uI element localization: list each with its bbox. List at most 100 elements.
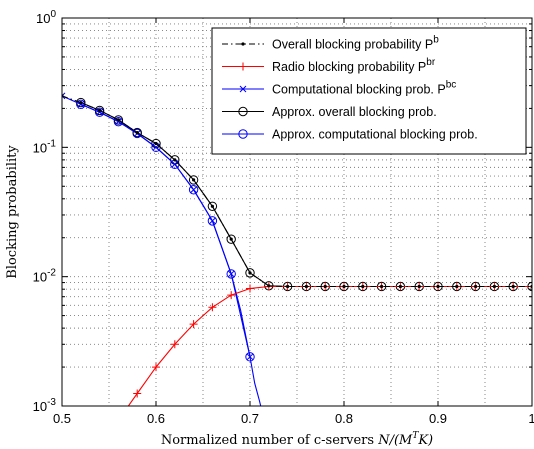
y-axis-label: Blocking probability bbox=[5, 145, 20, 279]
x-axis-label-sup: T bbox=[412, 431, 419, 441]
series-marker bbox=[208, 303, 217, 312]
y-tick-label: 10-3 bbox=[33, 397, 57, 414]
x-tick-label: 0.8 bbox=[335, 411, 353, 426]
plot-frame bbox=[61, 17, 533, 407]
legend-entry: Radio blocking probability Pbr bbox=[222, 57, 436, 74]
series-marker bbox=[152, 363, 160, 372]
x-tick-label: 0.6 bbox=[147, 411, 165, 426]
legend-label: Computational blocking prob. Pbc bbox=[272, 80, 456, 97]
legend-entry: Approx. overall blocking prob. bbox=[222, 105, 437, 119]
legend-marker bbox=[239, 62, 247, 71]
series-marker bbox=[62, 92, 66, 100]
series-marker bbox=[245, 268, 255, 278]
series-marker bbox=[304, 284, 308, 289]
series-marker bbox=[209, 217, 216, 225]
y-tick-exponent: 0 bbox=[50, 9, 56, 20]
x-tick-label: 0.5 bbox=[53, 411, 71, 426]
y-tick-base: 10 bbox=[33, 399, 47, 414]
series-marker bbox=[286, 284, 290, 289]
series-marker bbox=[267, 284, 271, 288]
series-marker bbox=[188, 175, 199, 185]
series-marker bbox=[96, 108, 103, 116]
series-marker bbox=[246, 353, 254, 361]
legend-label-text: Computational blocking prob. P bbox=[272, 83, 446, 97]
legend-label-sup: bc bbox=[446, 80, 457, 91]
series-marker bbox=[132, 127, 142, 138]
legend-label-text: Approx. overall blocking prob. bbox=[272, 105, 437, 119]
series-marker bbox=[171, 160, 179, 168]
x-axis-label-text: Normalized number of c-servers bbox=[161, 433, 378, 448]
y-tick-label: 100 bbox=[36, 9, 56, 26]
legend-label-sup: b bbox=[433, 35, 439, 46]
series-marker bbox=[245, 352, 255, 362]
legend-label-text: Approx. computational blocking prob. bbox=[272, 128, 478, 142]
legend-label-text: Radio blocking probability P bbox=[272, 60, 426, 74]
series-marker bbox=[436, 284, 440, 289]
y-tick-exponent: -2 bbox=[47, 268, 56, 279]
legend: Overall blocking probability Pb Radio blo… bbox=[211, 27, 527, 155]
series-layer bbox=[62, 92, 532, 406]
legend-entry: Computational blocking prob. Pbc bbox=[222, 80, 456, 97]
series-marker bbox=[170, 340, 179, 349]
series-marker bbox=[192, 178, 196, 182]
series-marker bbox=[323, 284, 327, 289]
series-marker bbox=[246, 284, 254, 293]
y-tick-base: 10 bbox=[36, 11, 50, 26]
legend-label: Approx. computational blocking prob. bbox=[272, 128, 478, 142]
series-marker bbox=[227, 291, 236, 300]
y-tick-exponent: -3 bbox=[47, 397, 56, 408]
x-axis-label-math: N/(M bbox=[377, 433, 413, 448]
x-tick-label: 1 bbox=[528, 411, 534, 426]
series-marker bbox=[188, 185, 199, 195]
series-marker bbox=[98, 108, 102, 113]
series-marker bbox=[79, 100, 83, 105]
series-marker bbox=[227, 270, 235, 278]
legend-box bbox=[211, 27, 527, 155]
series-marker bbox=[226, 234, 236, 244]
series-marker bbox=[207, 201, 218, 212]
legend-label: Radio blocking probability Pbr bbox=[272, 57, 436, 74]
x-axis-label-math-end: K) bbox=[417, 433, 433, 448]
series-marker bbox=[342, 284, 346, 289]
series-marker bbox=[115, 118, 122, 125]
series-marker bbox=[207, 216, 218, 226]
legend-entry: Approx. computational blocking prob. bbox=[222, 128, 478, 142]
legend-label-text: Overall blocking probability P bbox=[272, 38, 433, 52]
legend-label-sup: br bbox=[426, 57, 436, 68]
series-marker bbox=[226, 269, 236, 279]
series-marker bbox=[229, 237, 233, 241]
series-marker bbox=[210, 204, 214, 208]
series-line bbox=[62, 95, 532, 288]
series-marker bbox=[133, 389, 142, 398]
series-marker bbox=[116, 118, 120, 122]
series-marker bbox=[154, 141, 158, 146]
y-tick-exponent: -1 bbox=[47, 138, 56, 149]
y-tick-label: 10-2 bbox=[33, 268, 57, 285]
series-marker bbox=[455, 284, 459, 289]
x-tick-label: 0.7 bbox=[241, 411, 259, 426]
x-tick-label: 0.9 bbox=[429, 411, 447, 426]
series-marker bbox=[398, 284, 402, 289]
y-tick-base: 10 bbox=[33, 140, 47, 155]
y-tick-base: 10 bbox=[33, 270, 47, 285]
legend-entry: Overall blocking probability Pb bbox=[222, 35, 439, 52]
legend-marker bbox=[239, 85, 247, 93]
legend-label: Overall blocking probability Pb bbox=[272, 35, 439, 52]
series-marker bbox=[380, 284, 384, 289]
series-marker bbox=[417, 284, 421, 289]
legend-label: Approx. overall blocking prob. bbox=[272, 105, 437, 119]
x-axis-label: Normalized number of c-servers N/(MTK) bbox=[161, 431, 433, 448]
series-marker bbox=[511, 284, 515, 289]
legend-marker bbox=[241, 42, 245, 46]
series-marker bbox=[135, 130, 139, 135]
series-marker bbox=[189, 320, 198, 329]
series-marker bbox=[492, 284, 496, 289]
series-marker bbox=[173, 158, 177, 162]
legend-marker bbox=[238, 129, 248, 139]
y-tick-label: 10-1 bbox=[33, 138, 57, 155]
series-marker bbox=[248, 271, 252, 275]
series-marker bbox=[361, 284, 365, 289]
legend-marker bbox=[238, 106, 248, 117]
